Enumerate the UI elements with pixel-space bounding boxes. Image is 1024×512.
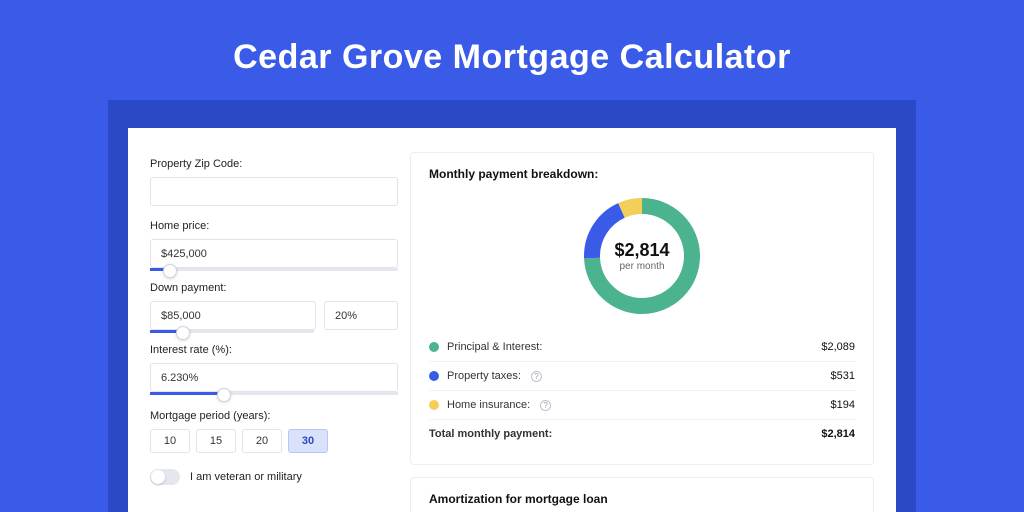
total-value: $2,814 [821,428,855,440]
legend-dot-icon [429,342,439,352]
legend-value: $2,089 [821,341,855,353]
total-row: Total monthly payment: $2,814 [429,419,855,448]
results-column: Monthly payment breakdown: $2,814 per mo… [410,152,874,512]
breakdown-title: Monthly payment breakdown: [429,167,855,181]
interest-slider-fill [150,392,224,395]
zip-group: Property Zip Code: [150,158,398,206]
period-btn-15[interactable]: 15 [196,429,236,453]
calculator-panel: Property Zip Code: Home price: Down paym… [128,128,896,512]
period-buttons: 10152030 [150,429,398,453]
donut-chart: $2,814 per month [577,191,707,321]
amortization-card: Amortization for mortgage loan Amortizat… [410,477,874,512]
interest-input[interactable] [150,363,398,392]
zip-label: Property Zip Code: [150,158,398,170]
interest-label: Interest rate (%): [150,344,398,356]
page-title: Cedar Grove Mortgage Calculator [0,0,1024,77]
down-payment-pct-input[interactable] [324,301,398,330]
interest-slider-thumb[interactable] [217,388,231,402]
donut-amount: $2,814 [614,240,669,261]
down-payment-slider-thumb[interactable] [176,326,190,340]
legend-row: Property taxes:? $531 [429,361,855,390]
home-price-slider-thumb[interactable] [163,264,177,278]
legend-row: Home insurance:? $194 [429,390,855,419]
form-column: Property Zip Code: Home price: Down paym… [150,158,398,485]
home-price-label: Home price: [150,220,398,232]
toggle-knob [151,470,165,484]
period-label: Mortgage period (years): [150,410,398,422]
donut-center: $2,814 per month [577,191,707,321]
period-group: Mortgage period (years): 10152030 [150,410,398,453]
legend-value: $194 [831,399,855,411]
interest-group: Interest rate (%): [150,344,398,392]
legend-dot-icon [429,400,439,410]
down-payment-group: Down payment: [150,282,398,330]
total-label: Total monthly payment: [429,428,552,440]
home-price-group: Home price: [150,220,398,268]
down-payment-label: Down payment: [150,282,398,294]
legend-row: Principal & Interest: $2,089 [429,333,855,361]
legend-value: $531 [831,370,855,382]
breakdown-card: Monthly payment breakdown: $2,814 per mo… [410,152,874,465]
down-payment-input[interactable] [150,301,316,330]
period-btn-10[interactable]: 10 [150,429,190,453]
legend-label: Property taxes: [447,370,521,382]
period-btn-20[interactable]: 20 [242,429,282,453]
legend-dot-icon [429,371,439,381]
amortization-title: Amortization for mortgage loan [429,492,855,506]
zip-input[interactable] [150,177,398,206]
donut-wrap: $2,814 per month [429,191,855,321]
legend-label: Home insurance: [447,399,530,411]
period-btn-30[interactable]: 30 [288,429,328,453]
info-icon[interactable]: ? [540,400,551,411]
legend-label: Principal & Interest: [447,341,542,353]
info-icon[interactable]: ? [531,371,542,382]
legend: Principal & Interest: $2,089 Property taxe… [429,333,855,448]
donut-sub: per month [619,261,664,272]
veteran-label: I am veteran or military [190,471,302,483]
home-price-slider-track[interactable] [150,268,398,271]
veteran-toggle[interactable] [150,469,180,485]
veteran-row: I am veteran or military [150,469,398,485]
home-price-input[interactable] [150,239,398,268]
